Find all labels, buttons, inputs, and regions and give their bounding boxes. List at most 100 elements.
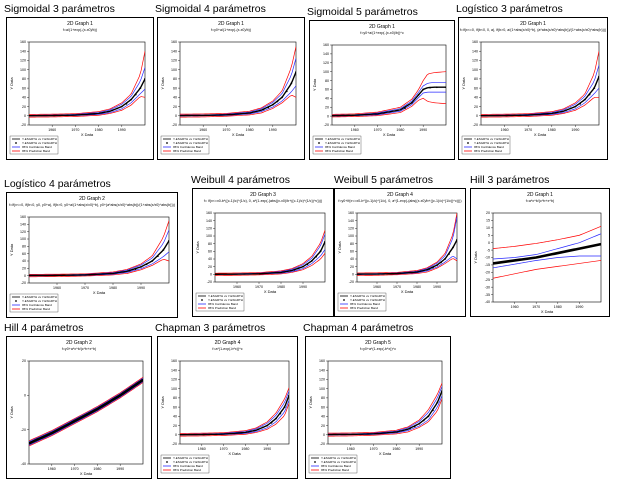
data-point xyxy=(452,246,454,249)
y-tick-label: 60 xyxy=(208,250,212,254)
legend-swatch xyxy=(467,142,469,144)
legend-label: 95% Prediction Band xyxy=(474,149,502,153)
y-tick-label: 20 xyxy=(22,105,26,109)
y-tick-label: 80 xyxy=(173,77,177,81)
series-line-fit xyxy=(180,395,289,436)
y-tick-label: 40 xyxy=(22,96,26,100)
y-tick-label: 60 xyxy=(474,86,478,90)
y-tick-label: 20 xyxy=(173,105,177,109)
y-tick-label: 20 xyxy=(22,267,26,271)
data-point xyxy=(151,260,154,262)
series-line-confidence-lower xyxy=(180,400,289,436)
series-line-fit xyxy=(328,390,442,436)
legend-label: Y-ESGRTH vs Y-ESGRTH xyxy=(208,298,243,302)
x-tick-label: 1970 xyxy=(222,128,230,132)
y-axis-label: Y Data xyxy=(9,243,14,256)
legend-box xyxy=(308,454,358,474)
legend-label: 95% Prediction Band xyxy=(321,468,349,472)
chart-frame: 2D Graph 4 f=a*(1-exp(-b*x))^c -20 0 20 40 60 8… xyxy=(157,336,298,479)
series-line-prediction-upper xyxy=(29,377,143,442)
data-point xyxy=(315,255,318,258)
x-tick-label: 1990 xyxy=(299,285,307,289)
chart-svg: 2D Graph 2f=if(x<=0, if(b<0, y0, y0+a), … xyxy=(9,196,175,313)
y-tick-label: 100 xyxy=(348,234,354,238)
panel-title: Sigmoidal 4 parámetros xyxy=(155,3,266,15)
chart-svg: 2D Graph 1f=a*x^b/(c^b+x^b) -40 -35 -30 -25 -… xyxy=(473,192,602,314)
data-point xyxy=(62,426,65,428)
panel-chapman-3: Chapman 3 parámetros 2D Graph 4 f=a*(1-ex… xyxy=(155,322,300,480)
y-tick-label: 20 xyxy=(350,265,354,269)
series-line-prediction-lower xyxy=(29,96,145,118)
data-point xyxy=(565,109,567,112)
data-point xyxy=(429,86,431,89)
chart-title: 2D Graph 2 xyxy=(79,196,105,202)
chart-title: 2D Graph 2 xyxy=(66,340,92,346)
y-tick-label: 60 xyxy=(173,405,177,409)
y-tick-label: 160 xyxy=(319,359,325,363)
x-tick-label: 1960 xyxy=(48,467,56,471)
chart-svg: 2D Graph 4f=a*(1-exp(-b*x))^c -20 0 20 40 60 8… xyxy=(160,340,290,474)
y-tick-label: 0 xyxy=(488,241,490,245)
panel-title: Logístico 3 parámetros xyxy=(456,3,563,15)
y-tick-label: 80 xyxy=(350,242,354,246)
data-point xyxy=(281,96,283,99)
y-tick-label: -5 xyxy=(487,248,490,252)
series-line-prediction-lower xyxy=(29,259,169,278)
legend-label: 95% Confidence Band xyxy=(173,145,203,149)
series-line-prediction-upper xyxy=(332,71,446,115)
y-tick-label: -20 xyxy=(172,123,177,127)
data-point xyxy=(50,432,53,434)
data-point xyxy=(574,105,577,108)
panel-sigmoidal-5: Sigmoidal 5 parámetros 2D Graph 1 f=y0+a/… xyxy=(307,6,457,161)
legend-box xyxy=(195,292,245,312)
legend-label: 95% Confidence Band xyxy=(325,145,355,149)
plot-layer xyxy=(29,220,169,278)
plot-layer xyxy=(332,71,446,118)
legend-box xyxy=(160,135,210,155)
legend-label: 95% Prediction Band xyxy=(325,149,353,153)
panel-chapman-4: Chapman 4 parámetros 2D Graph 5 f=y0+a*(1… xyxy=(303,322,453,480)
y-axis-label: Y Data xyxy=(337,241,342,254)
plot-layer xyxy=(180,46,296,118)
legend-swatch xyxy=(343,299,345,301)
y-tick-label: 40 xyxy=(173,96,177,100)
y-tick-label: 60 xyxy=(173,86,177,90)
y-tick-label: 120 xyxy=(20,230,26,234)
y-tick-label: 40 xyxy=(22,259,26,263)
legend-label: Y-ESGRTH vs Y-ESGRTH xyxy=(22,137,57,141)
x-axis-label: X Data xyxy=(383,132,396,137)
y-tick-label: 20 xyxy=(321,424,325,428)
data-point xyxy=(583,98,586,101)
data-point xyxy=(270,421,273,424)
plot-layer xyxy=(29,51,145,118)
chart-frame: 2D Graph 2 f=y0+a*x^b/(c^b+x^b) -40 -20 0 20 1… xyxy=(6,336,152,479)
panel-title: Logístico 4 parámetros xyxy=(4,178,111,190)
y-tick-label: 120 xyxy=(171,378,177,382)
y-tick-label: 0 xyxy=(476,114,478,118)
data-point xyxy=(156,255,159,258)
chart-svg: 2D Graph 2f=y0+a*x^b/(c^b+x^b) -40 -20 0 20 1… xyxy=(9,340,144,476)
legend-label: Y-ESGRTH vs Y-ESGRTH xyxy=(321,456,356,460)
plot-area xyxy=(179,360,290,445)
data-point xyxy=(162,249,165,251)
legend-label: Y-ESGRTH vs Y-ESGRTH xyxy=(474,141,509,145)
x-tick-label: 1970 xyxy=(220,447,228,451)
data-point xyxy=(116,107,119,110)
legend-label: Y-ESGRTH vs Y-ESGRTH xyxy=(173,460,208,464)
plot-area xyxy=(331,44,447,126)
chart-frame: 2D Graph 5 f=y0+a*(1-exp(-b*x))^c -20 0 20 40… xyxy=(305,336,451,479)
plot-layer xyxy=(357,213,457,276)
y-tick-label: -20 xyxy=(349,280,354,284)
chart-subtitle: f=y0+a*(1-exp(-b*x))^c xyxy=(360,347,396,351)
legend-label: Y-ESGRTH vs Y-ESGRTH xyxy=(173,456,208,460)
panel-title: Chapman 3 parámetros xyxy=(155,322,266,334)
legend-label: 95% Prediction Band xyxy=(173,149,201,153)
legend-label: 95% Prediction Band xyxy=(173,468,201,472)
data-point xyxy=(441,390,442,392)
x-axis-label: X Data xyxy=(228,451,241,456)
chart-subtitle: f=y0+a/(1+exp(-(x-x0)/b))^c xyxy=(360,31,404,35)
y-tick-label: 10 xyxy=(486,226,490,230)
chart-frame: 2D Graph 2 f=if(x<=0, if(b<0, y0, y0+a), … xyxy=(6,192,178,318)
data-point xyxy=(130,386,133,389)
series-line-confidence-upper xyxy=(29,67,145,116)
